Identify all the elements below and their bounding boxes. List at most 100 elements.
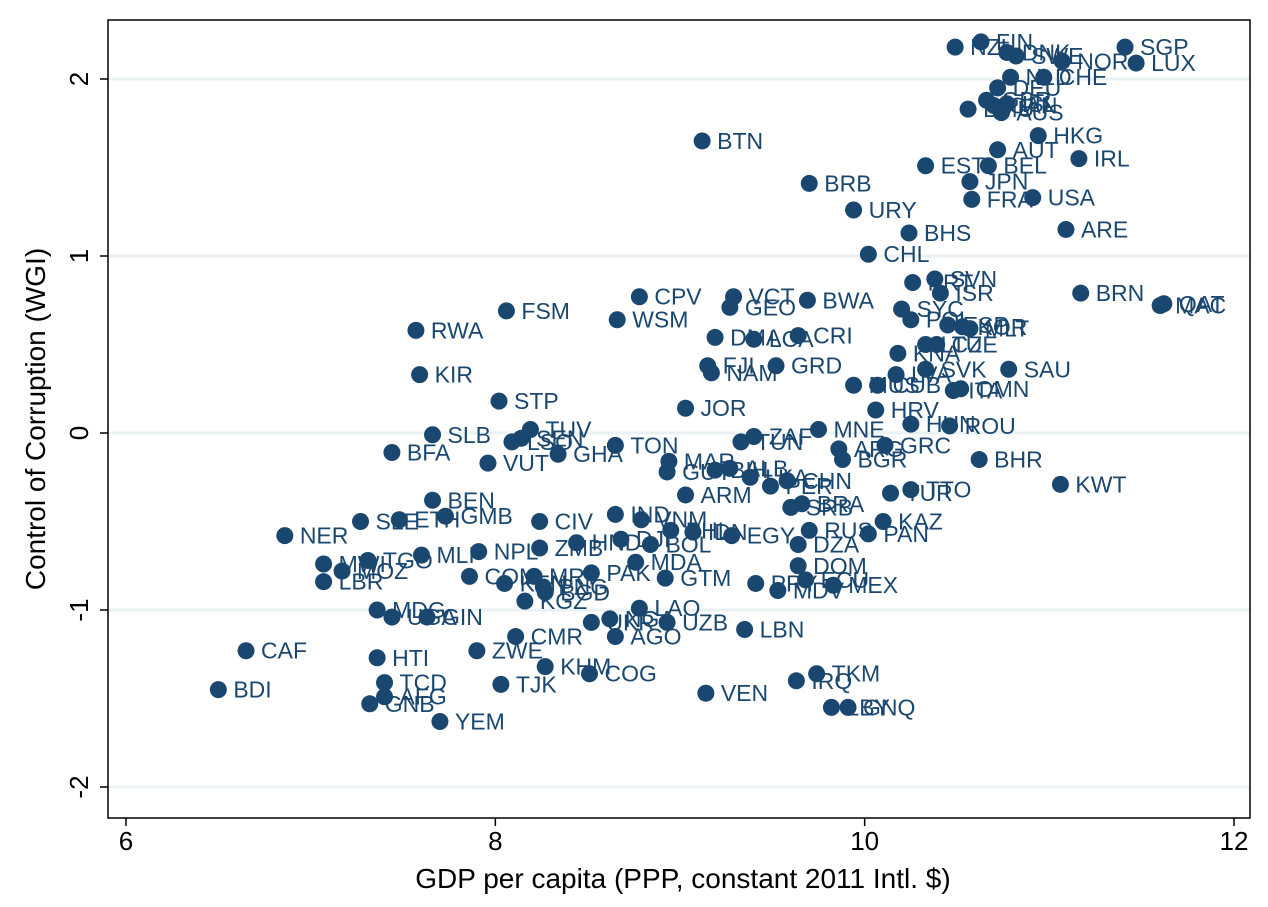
point-label-ecu: ECU: [821, 567, 870, 593]
point-kwt: [1051, 475, 1069, 493]
point-label-geo: GEO: [745, 294, 796, 320]
point-label-brb: BRB: [824, 170, 871, 196]
point-lao: [630, 599, 648, 617]
point-swe: [1007, 47, 1025, 65]
point-bdi: [209, 681, 227, 699]
point-label-ton: TON: [630, 432, 678, 458]
point-chn: [778, 472, 796, 490]
point-label-vut: VUT: [503, 450, 549, 476]
point-mex: [824, 576, 842, 594]
point-label-kna: KNA: [913, 340, 961, 366]
point-label-egy: EGY: [747, 523, 796, 549]
point-mda: [627, 553, 645, 571]
point-label-cub: CUB: [893, 372, 942, 398]
point-label-sgp: SGP: [1140, 34, 1189, 60]
point-label-cze: CZE: [952, 332, 998, 358]
point-label-bdi: BDI: [233, 677, 271, 703]
point-label-gtm: GTM: [680, 565, 731, 591]
point-zwe: [468, 642, 486, 660]
point-pak: [582, 564, 600, 582]
point-label-npl: NPL: [494, 539, 539, 565]
point-label-idn: IDN: [708, 519, 748, 545]
point-aus: [992, 104, 1010, 122]
point-label-wsm: WSM: [632, 307, 688, 333]
point-ita: [944, 382, 962, 400]
point-tcd: [376, 674, 394, 692]
point-label-lva: LVA: [911, 362, 952, 388]
point-label-syc: SYC: [917, 296, 964, 322]
x-axis-title: GDP per capita (PPP, constant 2011 Intl.…: [415, 863, 950, 894]
point-label-lby: LBY: [846, 694, 889, 720]
point-fra: [963, 190, 981, 208]
point-label-ven: VEN: [721, 680, 768, 706]
point-yem: [431, 713, 449, 731]
point-nzl: [946, 38, 964, 56]
point-lux: [1127, 54, 1145, 72]
point-guy: [658, 463, 676, 481]
point-caf: [237, 642, 255, 660]
point-label-che: CHE: [1059, 64, 1108, 90]
point-label-civ: CIV: [555, 509, 594, 535]
point-label-are: ARE: [1081, 216, 1128, 242]
point-label-fin: FIN: [996, 29, 1033, 55]
point-label-ben: BEN: [448, 487, 495, 513]
data-points: [209, 33, 1173, 731]
point-ukr: [582, 613, 600, 631]
point-label-khm: KHM: [560, 654, 611, 680]
point-com: [460, 567, 478, 585]
point-deu: [989, 79, 1007, 97]
point-label-caf: CAF: [261, 638, 307, 664]
point-png: [534, 578, 552, 596]
point-afg: [376, 688, 394, 706]
point-label-nor: NOR: [1077, 48, 1128, 74]
point-est: [917, 157, 935, 175]
x-axis: 6 8 10 12: [119, 818, 1248, 856]
point-label-deu: DEU: [1013, 75, 1062, 101]
point-ken: [496, 574, 514, 592]
point-label-ner: NER: [300, 523, 349, 549]
point-cri: [789, 327, 807, 345]
point-label-kgz: KGZ: [540, 588, 587, 614]
point-label-bhr: BHR: [994, 447, 1043, 473]
point-mdg: [368, 601, 386, 619]
point-lbn: [736, 620, 754, 638]
point-mne: [810, 420, 827, 438]
point-hkg: [1029, 127, 1047, 145]
point-label-tur: TUR: [906, 480, 953, 506]
point-rwa: [407, 321, 425, 339]
point-label-pak: PAK: [606, 560, 651, 586]
point-lka: [741, 468, 759, 486]
point-ton: [606, 436, 624, 454]
point-label-tgo: TGO: [383, 547, 433, 573]
point-label-ken: KEN: [520, 570, 567, 596]
point-label-qat: QAT: [1179, 291, 1225, 317]
point-bmu: [959, 100, 977, 118]
point-label-vct: VCT: [749, 284, 795, 310]
plot-frame: [107, 19, 1251, 819]
point-per: [761, 477, 779, 495]
point-label-chl: CHL: [883, 241, 929, 267]
point-label-nga: NGA: [625, 606, 676, 632]
point-label-mac: MAC: [1175, 293, 1226, 319]
point-esp: [939, 316, 957, 334]
point-grc: [876, 436, 894, 454]
point-label-bhs: BHS: [924, 220, 971, 246]
point-civ: [531, 513, 549, 530]
point-label-lbr: LBR: [339, 569, 384, 595]
point-vut: [479, 454, 497, 472]
point-dza: [789, 536, 807, 554]
point-label-gbr: GBR: [1002, 87, 1052, 113]
point-sau: [1000, 360, 1018, 378]
point-label-cog: COG: [605, 661, 657, 687]
point-label-bgd: BGD: [560, 579, 610, 605]
point-zaf: [745, 428, 763, 446]
point-label-lux: LUX: [1151, 50, 1196, 76]
point-label-lca: LCA: [769, 326, 814, 352]
point-lbr: [315, 573, 333, 591]
point-fin: [972, 33, 990, 51]
point-btn: [693, 132, 711, 150]
point-label-afg: AFG: [400, 684, 447, 710]
point-label-sle: SLE: [376, 509, 419, 535]
point-label-jor: JOR: [701, 395, 747, 421]
